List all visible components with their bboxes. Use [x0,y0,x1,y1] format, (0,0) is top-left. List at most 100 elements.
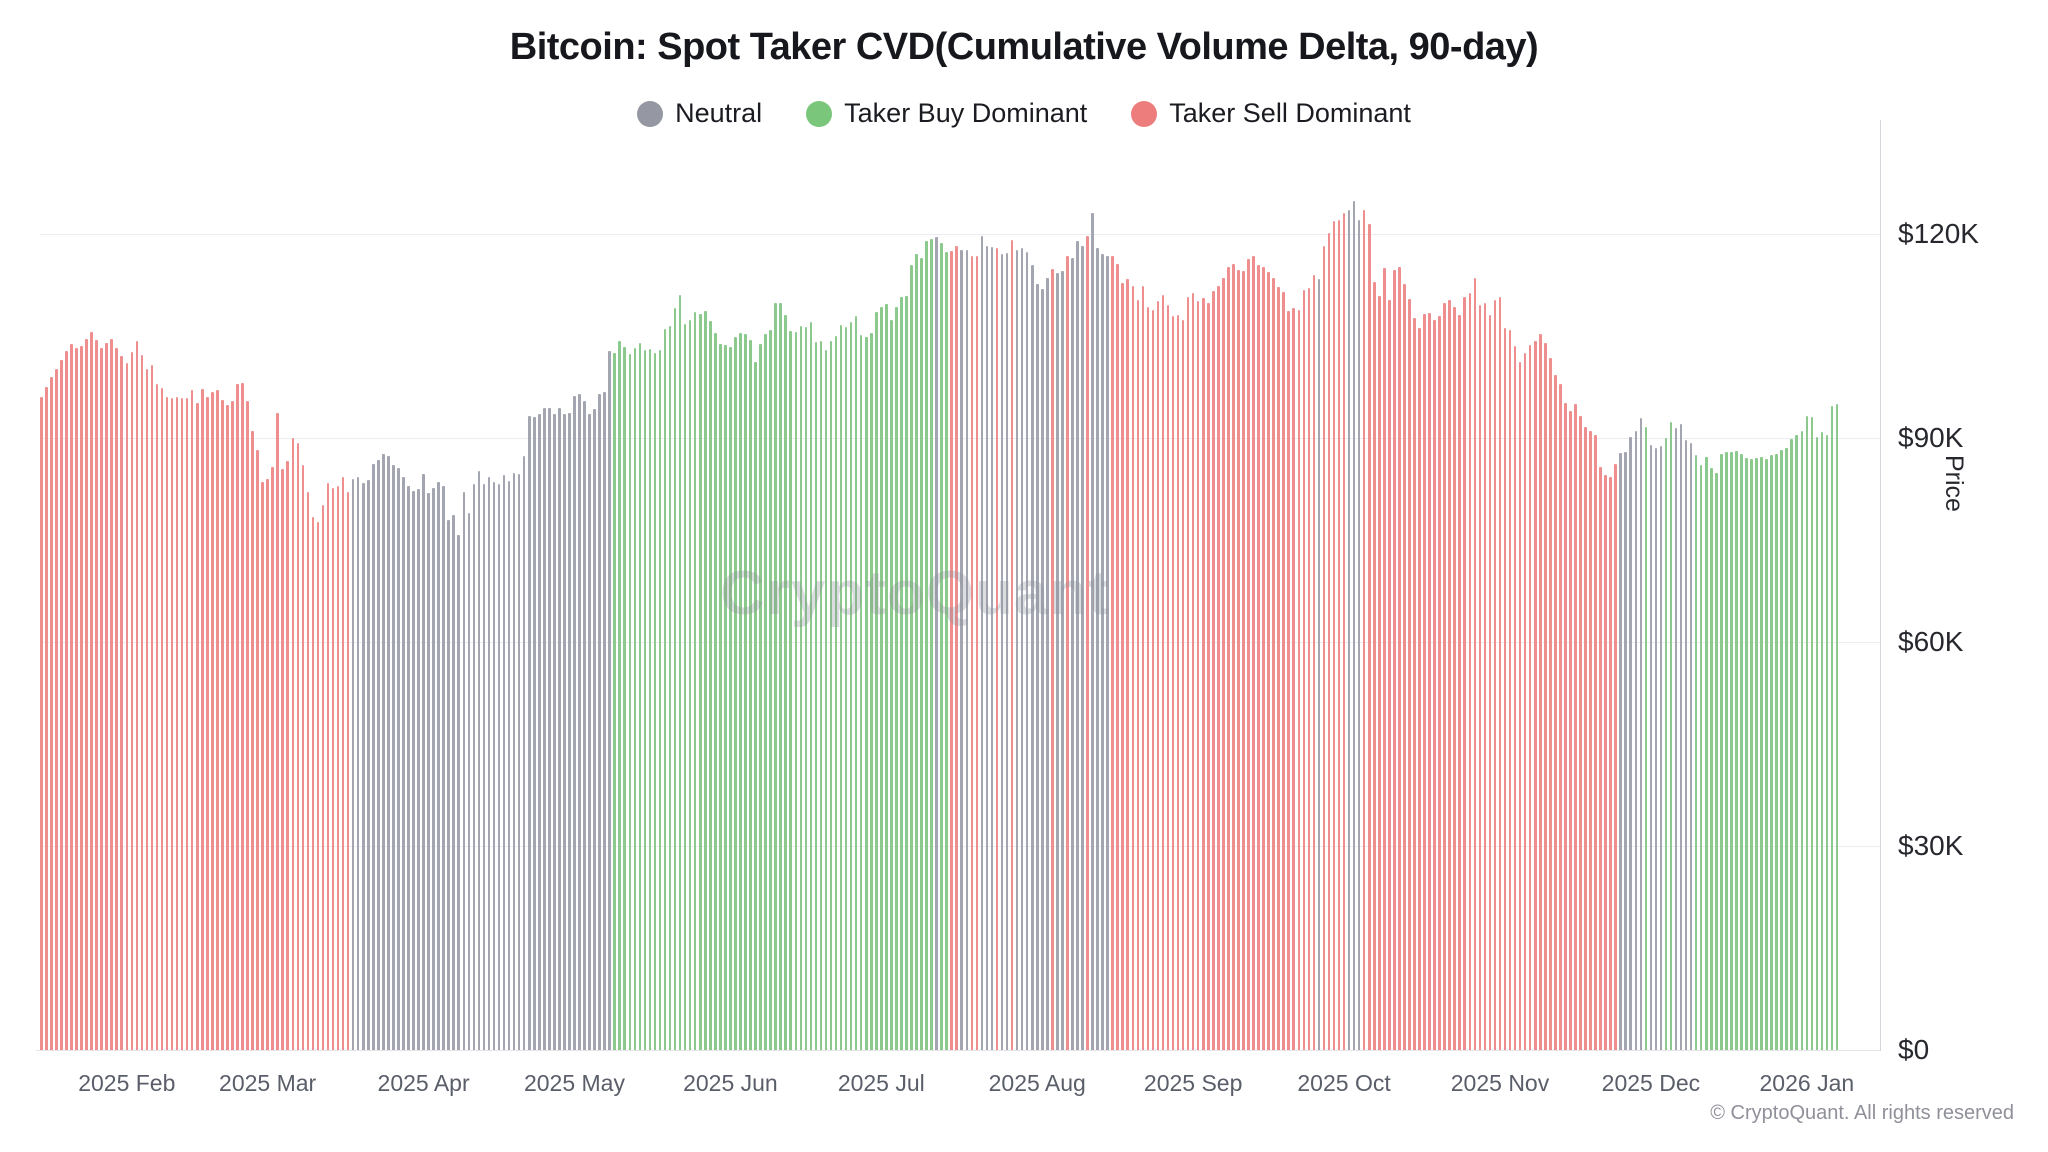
price-bar[interactable] [568,412,571,1050]
price-bar[interactable] [190,390,194,1050]
price-bar[interactable] [1388,299,1391,1050]
price-bar[interactable] [719,344,722,1050]
price-bar[interactable] [457,534,461,1050]
price-bar[interactable] [1005,253,1009,1050]
price-bar[interactable] [1659,446,1663,1050]
price-bar[interactable] [638,343,642,1050]
price-bar[interactable] [1679,423,1683,1050]
price-bar[interactable] [880,307,883,1050]
price-bar[interactable] [522,456,526,1050]
price-bar[interactable] [1785,448,1788,1050]
price-bar[interactable] [527,416,531,1050]
price-bar[interactable] [603,391,606,1050]
price-bar[interactable] [1554,374,1557,1050]
price-bar[interactable] [1211,291,1215,1050]
price-bar[interactable] [1322,246,1326,1050]
price-bar[interactable] [296,443,300,1050]
price-bar[interactable] [1689,443,1693,1050]
price-bar[interactable] [553,414,556,1050]
price-bar[interactable] [935,237,938,1050]
price-bar[interactable] [407,485,410,1050]
price-bar[interactable] [1720,453,1723,1050]
price-bar[interactable] [769,329,772,1050]
price-bar[interactable] [854,315,858,1050]
price-bar[interactable] [482,483,486,1050]
price-bar[interactable] [1714,472,1718,1050]
price-bar[interactable] [286,461,290,1050]
price-bar[interactable] [1262,266,1265,1050]
price-bar[interactable] [1232,263,1235,1050]
price-bar[interactable] [1237,270,1240,1050]
price-bar[interactable] [1076,240,1079,1050]
price-bar[interactable] [492,481,496,1050]
price-bar[interactable] [1413,317,1416,1050]
price-bar[interactable] [1674,428,1678,1050]
legend-item-N[interactable]: Neutral [637,98,762,129]
price-bar[interactable] [734,336,737,1050]
price-bar[interactable] [382,454,385,1050]
price-bar[interactable] [1443,303,1446,1050]
price-bar[interactable] [613,353,616,1050]
price-bar[interactable] [351,478,355,1050]
price-bar[interactable] [422,474,425,1050]
price-bar[interactable] [1061,271,1064,1050]
price-bar[interactable] [688,319,692,1050]
price-bar[interactable] [1684,440,1688,1050]
price-bar[interactable] [1171,315,1175,1050]
price-bar[interactable] [744,333,747,1050]
price-bar[interactable] [1015,249,1019,1050]
price-bar[interactable] [1699,465,1703,1050]
price-bar[interactable] [331,488,335,1050]
price-bar[interactable] [326,482,330,1050]
price-bar[interactable] [1191,293,1195,1050]
price-bar[interactable] [759,344,762,1050]
price-bar[interactable] [1206,303,1210,1050]
price-bar[interactable] [960,250,964,1050]
price-bar[interactable] [1010,240,1014,1050]
price-bar[interactable] [1800,430,1804,1050]
price-bar[interactable] [195,402,199,1050]
price-bar[interactable] [1337,219,1341,1050]
price-bar[interactable] [663,329,667,1050]
price-bar[interactable] [185,397,189,1050]
price-bar[interactable] [608,350,611,1050]
price-bar[interactable] [563,414,566,1050]
price-bar[interactable] [1745,458,1748,1050]
price-bar[interactable] [1528,344,1532,1050]
price-bar[interactable] [673,308,677,1050]
price-bar[interactable] [1081,245,1084,1050]
price-bar[interactable] [50,376,53,1050]
price-bar[interactable] [975,255,979,1050]
price-bar[interactable] [1267,272,1270,1050]
price-bar[interactable] [995,247,999,1050]
price-bar[interactable] [653,353,657,1050]
price-bar[interactable] [1820,431,1824,1050]
price-bar[interactable] [1126,278,1130,1050]
price-bar[interactable] [1805,416,1809,1050]
price-bar[interactable] [1342,212,1346,1050]
price-bar[interactable] [366,480,370,1050]
price-bar[interactable] [1403,284,1406,1050]
price-bar[interactable] [578,393,581,1050]
price-bar[interactable] [1025,252,1029,1050]
price-bar[interactable] [452,514,456,1050]
price-bar[interactable] [708,321,712,1050]
price-bar[interactable] [1498,297,1502,1050]
price-bar[interactable] [1830,406,1834,1050]
price-bar[interactable] [1352,200,1356,1050]
price-bar[interactable] [1196,300,1200,1050]
price-bar[interactable] [427,493,430,1050]
price-bar[interactable] [1634,431,1638,1050]
price-bar[interactable] [1362,210,1366,1050]
price-bar[interactable] [920,257,923,1050]
price-bar[interactable] [618,341,622,1050]
price-bar[interactable] [346,491,350,1050]
price-bar[interactable] [1569,410,1572,1050]
price-bar[interactable] [1594,434,1597,1050]
price-bar[interactable] [532,416,536,1050]
price-bar[interactable] [45,387,48,1050]
price-bar[interactable] [1066,255,1069,1050]
price-bar[interactable] [316,521,320,1050]
price-bar[interactable] [1704,457,1708,1050]
price-bar[interactable] [829,340,833,1050]
